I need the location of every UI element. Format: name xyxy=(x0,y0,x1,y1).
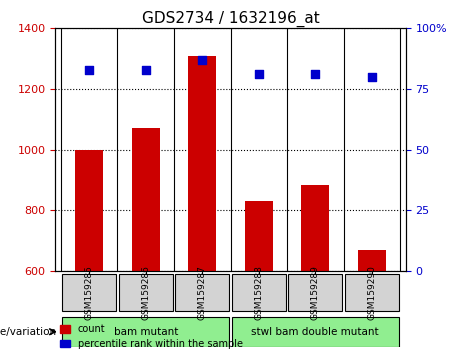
Title: GDS2734 / 1632196_at: GDS2734 / 1632196_at xyxy=(142,11,319,27)
Bar xyxy=(358,250,386,271)
Point xyxy=(368,74,375,80)
FancyBboxPatch shape xyxy=(175,274,230,310)
Point xyxy=(86,67,93,73)
Text: GSM159290: GSM159290 xyxy=(367,265,376,320)
FancyBboxPatch shape xyxy=(288,274,343,310)
FancyBboxPatch shape xyxy=(231,274,286,310)
Bar xyxy=(131,129,160,271)
Text: GSM159287: GSM159287 xyxy=(198,265,207,320)
Text: GSM159286: GSM159286 xyxy=(141,265,150,320)
Legend: count, percentile rank within the sample: count, percentile rank within the sample xyxy=(60,324,242,349)
Text: GSM159285: GSM159285 xyxy=(85,265,94,320)
Bar xyxy=(75,150,103,271)
FancyBboxPatch shape xyxy=(345,274,399,310)
Text: GSM159288: GSM159288 xyxy=(254,265,263,320)
Bar xyxy=(188,56,216,271)
FancyBboxPatch shape xyxy=(62,274,116,310)
Bar xyxy=(301,184,330,271)
Point xyxy=(312,72,319,77)
Point xyxy=(199,57,206,63)
Point xyxy=(255,72,262,77)
FancyBboxPatch shape xyxy=(62,316,230,347)
Text: bam mutant: bam mutant xyxy=(113,327,178,337)
FancyBboxPatch shape xyxy=(231,316,399,347)
Text: stwl bam double mutant: stwl bam double mutant xyxy=(251,327,379,337)
FancyBboxPatch shape xyxy=(118,274,173,310)
Text: GSM159289: GSM159289 xyxy=(311,265,320,320)
Bar xyxy=(245,201,273,271)
Point xyxy=(142,67,149,73)
Text: genotype/variation: genotype/variation xyxy=(0,327,56,337)
